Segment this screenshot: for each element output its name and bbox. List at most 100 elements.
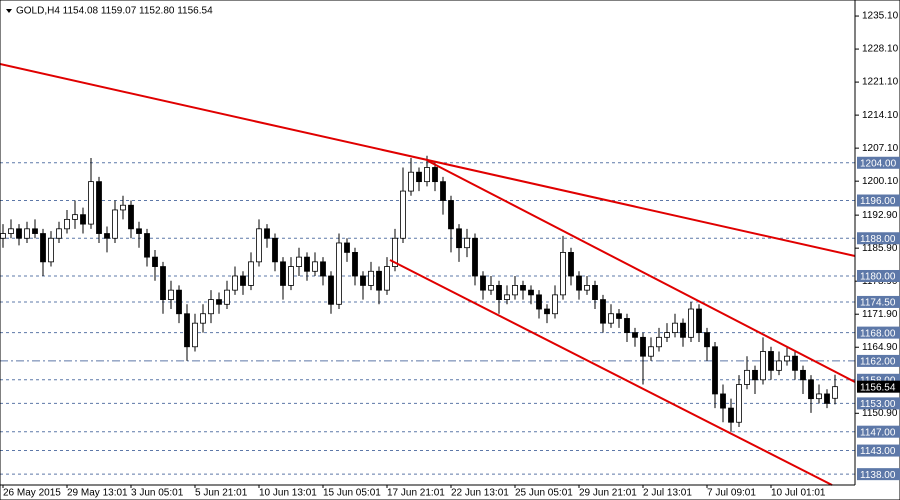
- candle-body: [128, 204, 134, 230]
- candle-body: [736, 384, 742, 423]
- candle-body: [280, 261, 286, 286]
- trend-line[interactable]: [427, 160, 856, 383]
- x-tick-label: 3 Jun 05:01: [131, 488, 184, 499]
- candle-body: [16, 228, 22, 239]
- candle-body: [384, 266, 390, 291]
- candle-body: [24, 228, 30, 239]
- candle-body: [752, 369, 758, 381]
- level-label-box: [857, 468, 900, 481]
- level-label-box: [857, 232, 900, 245]
- candle-body: [144, 233, 150, 258]
- candle-body: [208, 299, 214, 315]
- candle-body: [328, 275, 334, 305]
- candle-body: [376, 270, 382, 291]
- y-tick-label: 1185.90: [862, 243, 898, 254]
- candle-body: [800, 369, 806, 381]
- candle-body: [168, 289, 174, 300]
- level-label: 1162.00: [860, 357, 896, 368]
- candle-body: [56, 228, 62, 239]
- candle-body: [184, 313, 190, 348]
- candle-body: [640, 336, 646, 357]
- x-tick-label: 10 Jul 01:01: [771, 488, 826, 499]
- candle-body: [600, 299, 606, 324]
- candle-body: [664, 332, 670, 338]
- candle-body: [832, 386, 838, 399]
- chart-title: GOLD,H4 1154.08 1159.07 1152.80 1156.54: [16, 6, 213, 17]
- candle-body: [760, 351, 766, 381]
- y-tick-label: 1221.10: [862, 77, 899, 88]
- candle-body: [344, 242, 350, 253]
- candle-body: [288, 266, 294, 286]
- x-tick-label: 7 Jul 09:01: [707, 488, 756, 499]
- candle-body: [560, 252, 566, 296]
- x-tick-label: 22 Jun 13:01: [451, 488, 509, 499]
- candle-body: [816, 393, 822, 400]
- candle-body: [104, 233, 110, 239]
- x-tick-label: 2 Jul 13:01: [643, 488, 692, 499]
- candle-body: [64, 218, 70, 230]
- y-tick-label: 1200.10: [862, 176, 899, 187]
- candle-body: [608, 313, 614, 324]
- level-label-box: [857, 444, 900, 457]
- candle-body: [768, 351, 774, 371]
- candle-body: [480, 275, 486, 291]
- candle-body: [744, 369, 750, 385]
- candle-body: [80, 214, 86, 225]
- x-tick-label: 17 Jun 21:01: [387, 488, 445, 499]
- x-tick-label: 26 May 2015: [3, 488, 61, 499]
- x-tick-label: 29 Jun 21:01: [579, 488, 637, 499]
- candle-body: [656, 336, 662, 348]
- level-label: 1204.00: [860, 158, 897, 169]
- candle-body: [48, 237, 54, 263]
- level-label-box: [857, 425, 900, 438]
- candle-body: [672, 322, 678, 334]
- trend-lines: [0, 63, 856, 486]
- candle-body: [0, 233, 6, 239]
- y-tick-label: 1228.10: [862, 44, 899, 55]
- candle-body: [568, 252, 574, 277]
- candle-body: [808, 379, 814, 400]
- y-tick-label: 1192.90: [862, 210, 898, 221]
- candle-body: [32, 228, 38, 234]
- candle-body: [432, 167, 438, 183]
- level-label-box: [857, 295, 900, 308]
- candle-body: [792, 355, 798, 371]
- candle-body: [680, 322, 686, 338]
- candle-body: [528, 289, 534, 296]
- candle-body: [504, 294, 510, 300]
- level-label: 1138.00: [860, 470, 896, 481]
- trend-line[interactable]: [0, 63, 856, 257]
- candle-body: [424, 167, 430, 183]
- candle-body: [776, 360, 782, 371]
- candle-body: [296, 256, 302, 267]
- y-tick-label: 1171.90: [862, 309, 898, 320]
- symbol-menu-icon[interactable]: [6, 9, 12, 13]
- last-price-label: 1156.54: [860, 382, 896, 393]
- candle-body: [704, 332, 710, 348]
- x-tick-label: 10 Jun 13:01: [259, 488, 317, 499]
- y-tick-label: 1214.10: [862, 110, 899, 121]
- candle-body: [536, 294, 542, 310]
- trend-line[interactable]: [389, 259, 833, 486]
- candle-body: [120, 204, 126, 211]
- candle-body: [456, 228, 462, 249]
- last-price-box: [857, 380, 900, 393]
- candle-body: [152, 256, 158, 267]
- level-label-box: [857, 326, 900, 339]
- candle-body: [512, 285, 518, 296]
- level-label: 1143.00: [860, 446, 896, 457]
- candle-body: [488, 285, 494, 291]
- candle-body: [112, 209, 118, 239]
- candle-body: [496, 285, 502, 300]
- y-tick-label: 1150.90: [862, 408, 898, 419]
- candle-body: [712, 346, 718, 395]
- y-tick-label: 1164.90: [862, 342, 898, 353]
- candle-body: [8, 228, 14, 234]
- candle-body: [728, 407, 734, 423]
- candle-body: [248, 261, 254, 286]
- x-tick-label: 15 Jun 05:01: [323, 488, 381, 499]
- candle-body: [392, 237, 398, 267]
- candle-body: [312, 261, 318, 272]
- candle-body: [240, 275, 246, 286]
